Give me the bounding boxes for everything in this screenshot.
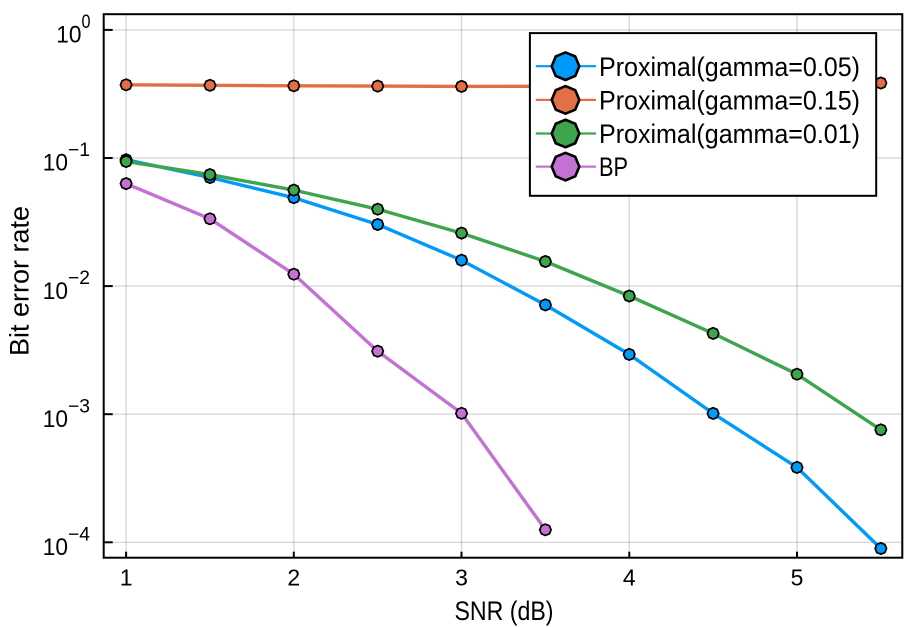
svg-text:10: 10 [56, 22, 81, 49]
svg-text:3: 3 [455, 565, 468, 591]
svg-text:Proximal(gamma=0.15): Proximal(gamma=0.15) [599, 86, 860, 116]
svg-text:1: 1 [120, 565, 133, 591]
svg-text:0: 0 [82, 12, 91, 33]
svg-text:−4: −4 [68, 524, 90, 545]
svg-text:Bit error rate: Bit error rate [5, 206, 35, 356]
svg-text:10: 10 [43, 278, 68, 305]
svg-text:4: 4 [623, 565, 636, 591]
svg-text:Proximal(gamma=0.05): Proximal(gamma=0.05) [599, 52, 860, 82]
svg-text:SNR (dB): SNR (dB) [455, 596, 554, 626]
svg-text:−3: −3 [68, 396, 90, 417]
svg-text:2: 2 [287, 565, 300, 591]
svg-text:Proximal(gamma=0.01): Proximal(gamma=0.01) [599, 119, 860, 149]
svg-text:−2: −2 [68, 268, 90, 289]
svg-text:BP: BP [599, 152, 628, 182]
svg-text:5: 5 [791, 565, 804, 591]
svg-text:10: 10 [43, 534, 68, 561]
svg-text:10: 10 [43, 150, 68, 177]
svg-text:10: 10 [43, 406, 68, 433]
svg-text:−1: −1 [68, 140, 90, 161]
